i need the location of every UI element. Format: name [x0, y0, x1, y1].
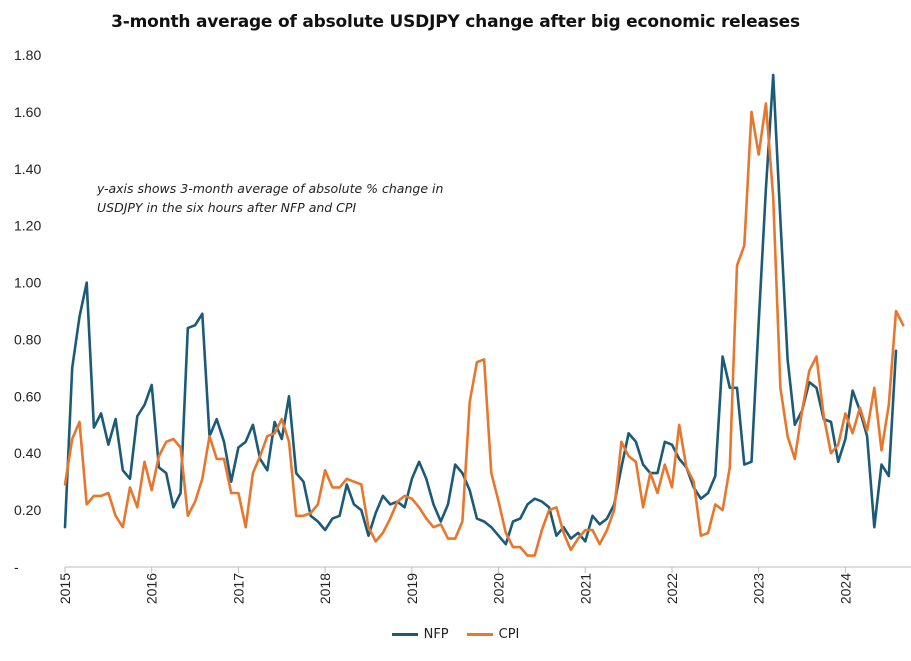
x-tick-label: 2023	[751, 573, 767, 604]
legend-item-nfp: NFP	[391, 627, 449, 642]
legend-label-nfp: NFP	[423, 627, 449, 642]
x-tick-label: 2024	[837, 573, 853, 604]
x-axis-ticks: 2015 2016 2017 2018 2019 2020 2021 2022 2023 2024	[57, 567, 853, 604]
y-tick-label: 0.80	[14, 331, 41, 347]
y-tick-label: -	[14, 559, 19, 575]
legend-swatch-cpi	[466, 633, 493, 636]
x-tick-label: 2018	[317, 573, 333, 604]
y-tick-label: 0.20	[14, 502, 41, 518]
x-tick-label: 2019	[404, 573, 420, 604]
x-tick-label: 2015	[57, 573, 73, 604]
y-tick-label: 0.40	[14, 445, 41, 461]
y-tick-label: 1.60	[14, 104, 41, 120]
x-tick-label: 2021	[577, 573, 593, 604]
chart-title: 3-month average of absolute USDJPY chang…	[111, 12, 800, 32]
y-tick-label: 1.80	[14, 47, 41, 63]
legend-swatch-nfp	[391, 633, 418, 636]
y-axis-ticks: - 0.20 0.40 0.60 0.80 1.00 1.20 1.40 1.60 1.80	[14, 47, 41, 575]
chart-annotation: y-axis shows 3-month average of absolute…	[97, 181, 444, 215]
series-lines	[63, 73, 905, 557]
y-tick-label: 1.20	[14, 218, 41, 234]
x-tick-label: 2017	[230, 573, 246, 604]
x-tick-label: 2016	[144, 573, 160, 604]
series-line-cpi	[63, 102, 905, 557]
x-tick-label: 2020	[491, 573, 507, 604]
y-tick-label: 1.00	[14, 275, 41, 291]
y-tick-label: 0.60	[14, 388, 41, 404]
legend: NFP CPI	[0, 627, 911, 642]
x-tick-label: 2022	[664, 573, 680, 604]
y-tick-label: 1.40	[14, 161, 41, 177]
series-line-nfp	[63, 73, 898, 546]
legend-item-cpi: CPI	[466, 627, 520, 642]
legend-label-cpi: CPI	[498, 627, 520, 642]
